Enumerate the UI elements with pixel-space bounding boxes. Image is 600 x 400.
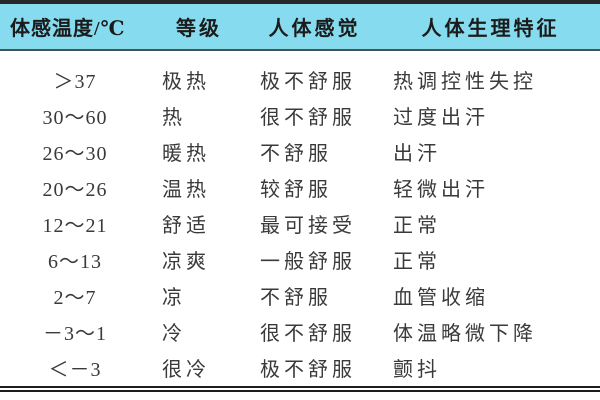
cell-feeling: 不舒服 — [260, 286, 332, 309]
cell-feeling: 很不舒服 — [260, 106, 356, 129]
table-row: 6～13 凉爽 一般舒服 正常 — [0, 241, 600, 277]
cell-physiology: 轻微出汗 — [393, 178, 489, 201]
cell-level: 极热 — [162, 70, 210, 93]
table-row: －3～1 冷 很不舒服 体温略微下降 — [0, 313, 600, 349]
cell-feeling: 较舒服 — [260, 178, 332, 201]
cell-temperature: 20～26 — [42, 178, 108, 201]
table-row: ＞37 极热 极不舒服 热调控性失控 — [0, 50, 600, 97]
column-header-physiology: 人体生理特征 — [381, 0, 600, 51]
cell-level: 凉爽 — [162, 250, 210, 273]
cell-feeling: 最可接受 — [260, 214, 356, 237]
cell-physiology: 正常 — [393, 214, 441, 237]
cell-physiology: 正常 — [393, 250, 441, 273]
cell-physiology: 出汗 — [393, 142, 441, 165]
cell-level: 舒适 — [162, 214, 210, 237]
table-header: 体感温度/℃ 等级 人体感觉 人体生理特征 — [0, 0, 600, 51]
table-row: 20～26 温热 较舒服 轻微出汗 — [0, 169, 600, 205]
cell-level: 暖热 — [162, 142, 210, 165]
column-header-temperature: 体感温度/℃ — [0, 0, 150, 51]
cell-temperature: ＜－3 — [48, 358, 102, 381]
cell-level: 很冷 — [162, 358, 210, 381]
cell-physiology: 颤抖 — [393, 358, 441, 381]
cell-temperature: 12～21 — [42, 214, 108, 237]
column-header-feeling: 人体感觉 — [248, 0, 381, 51]
cell-temperature: 26～30 — [42, 142, 108, 165]
cell-temperature: －3～1 — [43, 322, 107, 345]
table-row: 2～7 凉 不舒服 血管收缩 — [0, 277, 600, 313]
cell-level: 热 — [162, 106, 186, 129]
table-body: ＞37 极热 极不舒服 热调控性失控 30～60 热 很不舒服 过度出汗 26～… — [0, 50, 600, 385]
cell-physiology: 过度出汗 — [393, 106, 489, 129]
header-row: 体感温度/℃ 等级 人体感觉 人体生理特征 — [0, 0, 600, 51]
table-bottom-rule — [0, 386, 600, 392]
cell-level: 温热 — [162, 178, 210, 201]
cell-physiology: 热调控性失控 — [393, 70, 537, 93]
cell-feeling: 很不舒服 — [260, 322, 356, 345]
cell-temperature: 2～7 — [53, 286, 97, 309]
column-header-level: 等级 — [150, 0, 248, 51]
table-row: 12～21 舒适 最可接受 正常 — [0, 205, 600, 241]
cell-physiology: 体温略微下降 — [393, 322, 537, 345]
table-row: 26～30 暖热 不舒服 出汗 — [0, 133, 600, 169]
table-row: 30～60 热 很不舒服 过度出汗 — [0, 97, 600, 133]
cell-feeling: 一般舒服 — [260, 250, 356, 273]
cell-level: 冷 — [162, 322, 186, 345]
cell-level: 凉 — [162, 286, 186, 309]
cell-physiology: 血管收缩 — [393, 286, 489, 309]
cell-feeling: 极不舒服 — [260, 70, 356, 93]
data-table: 体感温度/℃ 等级 人体感觉 人体生理特征 ＞37 极热 极不舒服 热调控性失控… — [0, 0, 600, 385]
cell-feeling: 极不舒服 — [260, 358, 356, 381]
cell-temperature: 30～60 — [42, 106, 108, 129]
cell-temperature: 6～13 — [48, 250, 102, 273]
cell-temperature: ＞37 — [53, 70, 97, 93]
cell-feeling: 不舒服 — [260, 142, 332, 165]
table-row: ＜－3 很冷 极不舒服 颤抖 — [0, 349, 600, 385]
